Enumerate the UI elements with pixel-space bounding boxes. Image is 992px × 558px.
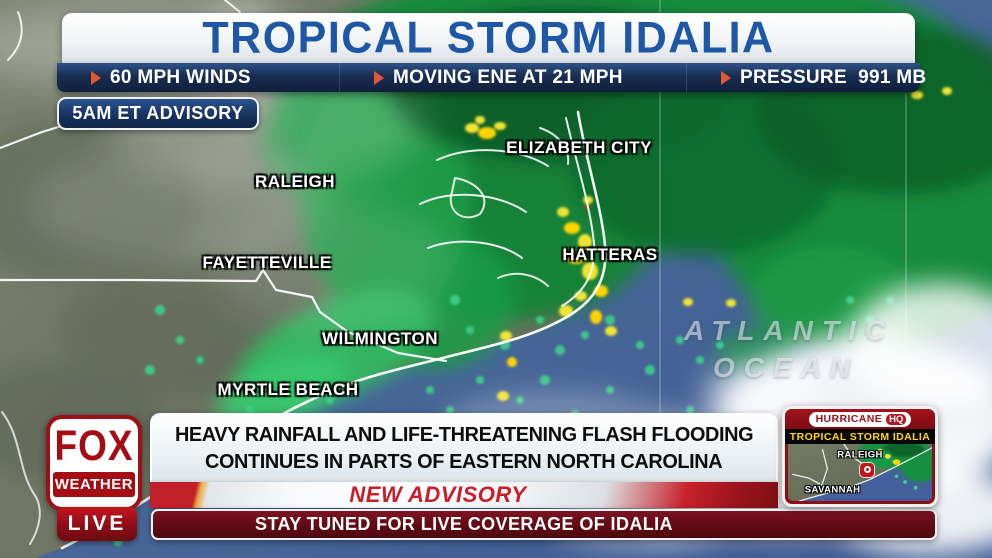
stat-winds: 60 MPH WINDS [57, 63, 339, 92]
advisory-time-badge: 5AM ET ADVISORY [57, 97, 259, 130]
hq-mini-map: RALEIGH SAVANNAH [788, 444, 932, 501]
new-advisory-tag: NEW ADVISORY [349, 482, 527, 507]
fox-logo-text: FOX [54, 421, 134, 469]
storm-title-banner: TROPICAL STORM IDALIA [62, 13, 915, 63]
hq-storm-name: TROPICAL STORM IDALIA [785, 429, 935, 444]
stat-movement: MOVING ENE AT 21 MPH [339, 63, 686, 92]
headline-banner: HEAVY RAINFALL AND LIFE-THREATENING FLAS… [150, 413, 778, 482]
new-advisory-strip: NEW ADVISORY [150, 482, 778, 508]
stat-pressure-label: PRESSURE 991 MB [740, 66, 927, 88]
stat-winds-label: 60 MPH WINDS [110, 66, 251, 88]
city-label-raleigh: RALEIGH [255, 172, 335, 191]
city-label-fayetteville: FAYETTEVILLE [202, 253, 332, 272]
city-label-hatteras: HATTERAS [562, 245, 658, 264]
hurricane-hq-brand: HURRICANE [815, 413, 883, 425]
hq-city-label-savannah: SAVANNAH [804, 484, 861, 496]
storm-stats-bar: 60 MPH WINDS MOVING ENE AT 21 MPH PRESSU… [57, 63, 926, 92]
hurricane-hq-logo: HURRICANE HQ [808, 411, 912, 427]
ticker-text: STAY TUNED FOR LIVE COVERAGE OF IDALIA [255, 514, 673, 534]
ticker-bar: STAY TUNED FOR LIVE COVERAGE OF IDALIA [151, 509, 937, 540]
hq-mini-map-graphic [788, 444, 932, 501]
city-label-wilmington: WILMINGTON [321, 329, 439, 348]
weather-logo-band: WEATHER [53, 472, 135, 497]
triangle-arrow-icon [374, 70, 384, 85]
logo-base [50, 497, 138, 507]
stat-movement-label: MOVING ENE AT 21 MPH [393, 66, 623, 88]
hurricane-hq-inset: HURRICANE HQ TROPICAL STORM IDALIA [782, 406, 938, 507]
stat-pressure: PRESSURE 991 MB [686, 63, 926, 92]
ocean-label-line2: OCEAN [712, 352, 860, 383]
headline-line2: CONTINUES IN PARTS OF EASTERN NORTH CARO… [205, 449, 723, 473]
triangle-arrow-icon [91, 70, 101, 85]
ocean-label-line1: ATLANTIC [684, 315, 894, 346]
storm-title: TROPICAL STORM IDALIA [202, 12, 775, 63]
headline-line1: HEAVY RAINFALL AND LIFE-THREATENING FLAS… [174, 423, 754, 447]
hq-city-label-raleigh: RALEIGH [837, 449, 883, 461]
hurricane-hq-header: HURRICANE HQ [785, 409, 935, 429]
triangle-arrow-icon [721, 70, 731, 85]
fox-weather-logo: FOX WEATHER [46, 415, 142, 511]
city-label-elizabeth-city: ELIZABETH CITY [506, 138, 652, 157]
storm-marker-ring [863, 466, 871, 474]
hq-chip-icon: HQ [885, 412, 908, 426]
city-label-myrtle-beach: MYRTLE BEACH [217, 380, 359, 399]
live-badge: LIVE [57, 507, 137, 541]
storm-position-marker-icon [860, 462, 875, 477]
